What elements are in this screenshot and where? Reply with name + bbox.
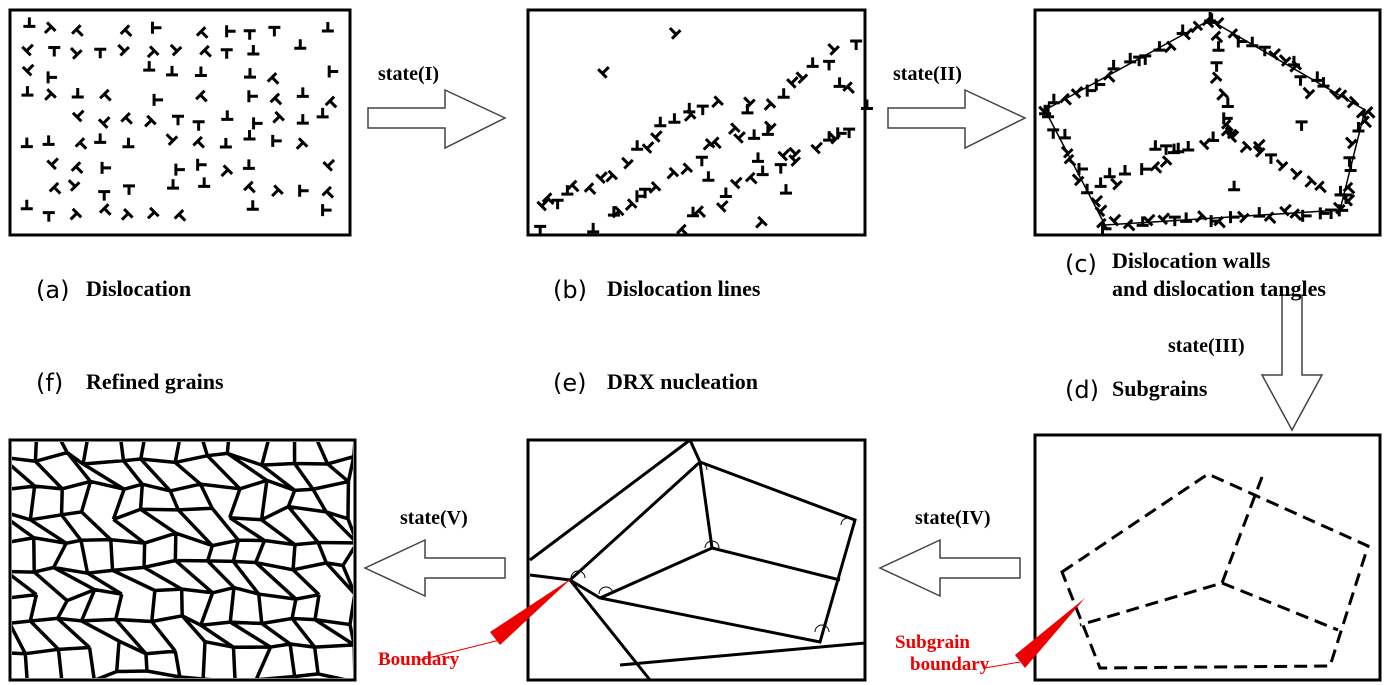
panel-c bbox=[1035, 10, 1380, 235]
arrow-label: state(III) bbox=[1168, 335, 1245, 357]
annotation: Subgrain bbox=[895, 632, 970, 653]
panel-caption: Subgrains bbox=[1112, 376, 1208, 401]
arrow-label: state(I) bbox=[378, 63, 439, 85]
panel-tag: (d) bbox=[1065, 376, 1099, 404]
panel-tag: (f) bbox=[36, 369, 63, 397]
panel-caption: DRX nucleation bbox=[607, 369, 758, 394]
panel-d bbox=[1035, 435, 1380, 680]
panel-caption: Refined grains bbox=[86, 369, 224, 394]
annotation: boundary bbox=[910, 654, 990, 675]
panel-tag: (a) bbox=[36, 276, 69, 304]
panel-caption: and dislocation tangles bbox=[1112, 276, 1326, 301]
annotation: Boundary bbox=[378, 649, 460, 670]
arrow bbox=[888, 90, 1025, 148]
pointer bbox=[985, 662, 1020, 668]
panel-tag: (e) bbox=[553, 369, 587, 397]
panel-b bbox=[528, 10, 865, 235]
arrow-label: state(IV) bbox=[915, 507, 991, 529]
arrow bbox=[365, 540, 505, 596]
panel-tag: (b) bbox=[553, 276, 587, 304]
arrow-label: state(II) bbox=[893, 63, 962, 85]
panel-caption: Dislocation bbox=[86, 276, 191, 301]
panel-caption: Dislocation walls bbox=[1112, 248, 1271, 273]
panel-caption: Dislocation lines bbox=[607, 276, 761, 301]
panel-tag: (c) bbox=[1065, 250, 1097, 278]
arrow bbox=[880, 540, 1020, 596]
arrow-label: state(V) bbox=[400, 507, 468, 529]
panel-e bbox=[528, 440, 865, 680]
arrow bbox=[1262, 295, 1322, 430]
arrow bbox=[368, 90, 505, 148]
diagram: state(I) state(II) state(III) state(IV) … bbox=[0, 0, 1391, 685]
